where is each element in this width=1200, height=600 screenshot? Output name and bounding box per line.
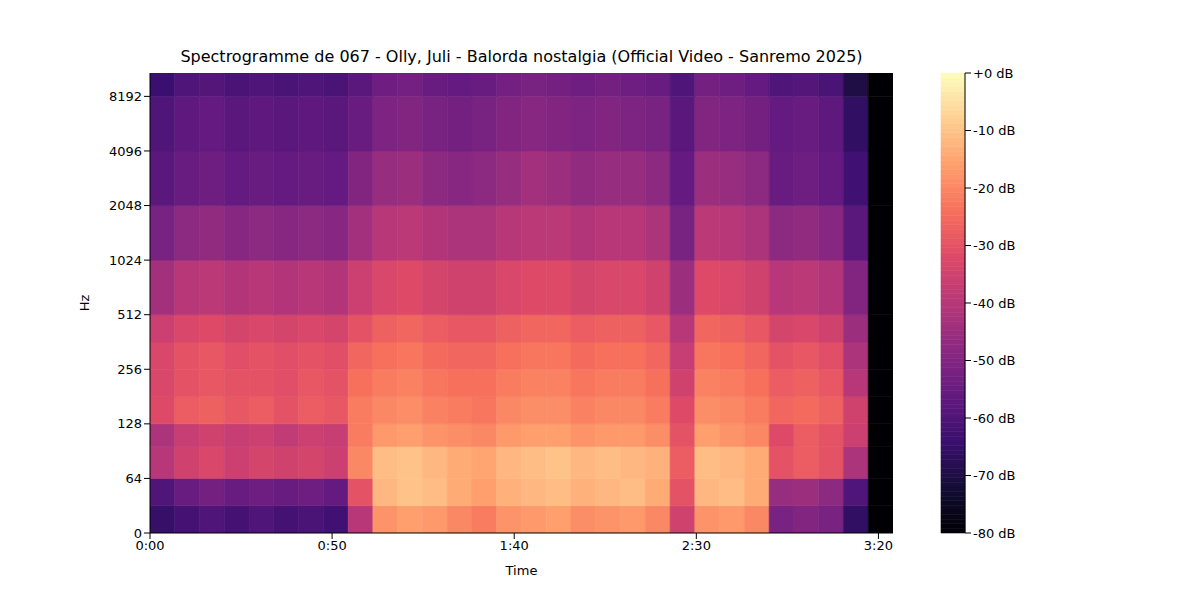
svg-text:1:40: 1:40	[500, 538, 529, 553]
svg-text:0:00: 0:00	[135, 538, 165, 554]
svg-text:-70 dB: -70 dB	[973, 468, 1016, 483]
svg-text:-60 dB: -60 dB	[973, 411, 1016, 426]
svg-text:-40 dB: -40 dB	[973, 296, 1016, 311]
svg-text:-50 dB: -50 dB	[973, 353, 1016, 368]
svg-text:256: 256	[117, 362, 142, 377]
svg-text:Time: Time	[505, 563, 538, 578]
svg-text:0: 0	[134, 526, 142, 541]
svg-text:-30 dB: -30 dB	[973, 238, 1016, 253]
svg-text:-20 dB: -20 dB	[973, 181, 1016, 196]
html-text:Spectrogramme de 067 - Olly, J: Spectrogramme de 067 - Olly, Juli - Balo…	[180, 47, 863, 66]
svg-text:3:20: 3:20	[864, 538, 893, 553]
svg-text:128: 128	[117, 416, 142, 431]
svg-text:-80 dB: -80 dB	[973, 526, 1016, 541]
svg-text:-10 dB: -10 dB	[973, 123, 1016, 138]
svg-text:64: 64	[125, 471, 142, 486]
svg-text:2048: 2048	[109, 198, 142, 213]
svg-text:4096: 4096	[109, 144, 142, 159]
svg-text:Hz: Hz	[77, 295, 92, 312]
svg-text:0:50: 0:50	[318, 538, 347, 553]
svg-text:2:30: 2:30	[682, 538, 711, 553]
svg-text:8192: 8192	[109, 89, 142, 104]
svg-text:+0 dB: +0 dB	[973, 66, 1013, 81]
svg-text:512: 512	[117, 307, 142, 322]
svg-text:1024: 1024	[109, 253, 142, 268]
